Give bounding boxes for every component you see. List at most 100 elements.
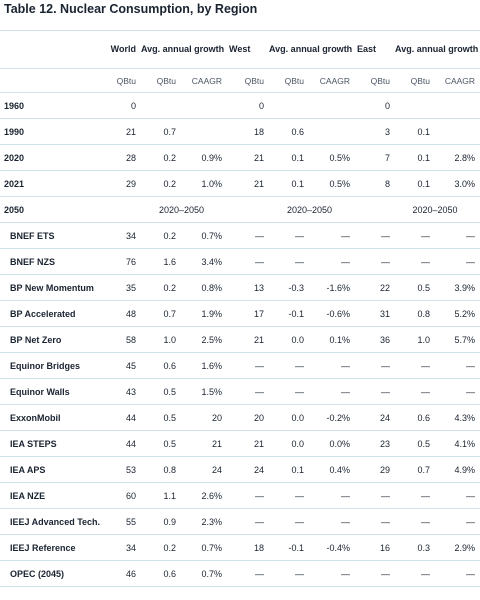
table-row: IEEJ Advanced Tech. 55 0.9 2.3% — — — — — — bbox=[0, 508, 480, 535]
table-cell: 48 bbox=[105, 300, 141, 327]
table-cell: 0.5 bbox=[141, 378, 181, 405]
table-cell: 0.0 bbox=[269, 430, 310, 457]
table-cell: 21 bbox=[227, 144, 270, 171]
table-row: OPEC (2045) 46 0.6 0.7% — — — — — — bbox=[0, 560, 480, 587]
table-cell: 0.1 bbox=[269, 144, 310, 171]
row-label: 1990 bbox=[0, 118, 105, 145]
table-cell: — bbox=[309, 352, 356, 379]
row-label: IEEJ Reference bbox=[0, 534, 105, 561]
table-cell: 20 bbox=[181, 404, 228, 431]
table-cell: 21 bbox=[227, 170, 270, 197]
table-cell bbox=[105, 196, 141, 223]
table-cell: 1.0 bbox=[395, 326, 436, 353]
table-row: 2050 2020–2050 2020–2050 2020–2050 bbox=[0, 196, 480, 223]
table-cell: — bbox=[227, 378, 270, 405]
table-cell: 0.5 bbox=[395, 274, 436, 301]
table-cell: — bbox=[355, 222, 396, 249]
table-row: IEEJ Reference 34 0.2 0.7% 18 -0.1 -0.4% 16 0.3 2… bbox=[0, 534, 480, 561]
table-cell: 53 bbox=[105, 456, 141, 483]
table-cell: 31 bbox=[355, 300, 396, 327]
table-cell: 4.3% bbox=[435, 404, 480, 431]
table-cell: — bbox=[355, 378, 396, 405]
header-world: World bbox=[105, 30, 141, 69]
table-cell bbox=[435, 118, 480, 145]
table-cell: 0.6 bbox=[141, 352, 181, 379]
table-cell: 0.8 bbox=[141, 456, 181, 483]
table-cell: 0.6 bbox=[395, 404, 436, 431]
table-row: 2020 28 0.2 0.9% 21 0.1 0.5% 7 0.1 2.8% bbox=[0, 144, 480, 171]
period-span-cell: 2020–2050 bbox=[141, 196, 228, 223]
table-cell: 0 bbox=[105, 92, 141, 119]
row-label: Equinor Walls bbox=[0, 378, 105, 405]
table-cell: 0.1 bbox=[269, 170, 310, 197]
row-label: BP Net Zero bbox=[0, 326, 105, 353]
table-cell: 24 bbox=[227, 456, 270, 483]
row-label: BP Accelerated bbox=[0, 300, 105, 327]
table-row: BNEF NZS 76 1.6 3.4% — — — — — — bbox=[0, 248, 480, 275]
table-cell: 3 bbox=[355, 118, 396, 145]
table-cell: — bbox=[435, 378, 480, 405]
table-cell: — bbox=[227, 482, 270, 509]
table-cell: — bbox=[355, 508, 396, 535]
table-cell: 55 bbox=[105, 508, 141, 535]
header-west-growth: Avg. annual growth bbox=[269, 30, 356, 69]
table-cell: 0.5 bbox=[141, 404, 181, 431]
table-cell: 44 bbox=[105, 404, 141, 431]
header-east: East bbox=[355, 30, 396, 69]
table-cell bbox=[309, 92, 356, 119]
table-cell: — bbox=[227, 352, 270, 379]
table-cell: 0.7% bbox=[181, 560, 228, 587]
table-cell: 29 bbox=[105, 170, 141, 197]
table-cell: 0.1 bbox=[395, 118, 436, 145]
table-cell: — bbox=[309, 222, 356, 249]
table-cell: 46 bbox=[105, 560, 141, 587]
table-cell: 0.1% bbox=[309, 326, 356, 353]
table-cell: 0.2 bbox=[141, 170, 181, 197]
unit-west-growth-qbtu: QBtu bbox=[269, 68, 310, 93]
table-cell: 21 bbox=[105, 118, 141, 145]
table-cell: 2.8% bbox=[435, 144, 480, 171]
table-cell: — bbox=[355, 482, 396, 509]
table-cell: 0 bbox=[355, 92, 396, 119]
table-cell: 0.7 bbox=[395, 456, 436, 483]
table-cell: 0.2 bbox=[141, 534, 181, 561]
table-cell: — bbox=[269, 482, 310, 509]
table-cell: 35 bbox=[105, 274, 141, 301]
unit-west-caagr: CAAGR bbox=[309, 68, 356, 93]
table-row: 1990 21 0.7 18 0.6 3 0.1 bbox=[0, 118, 480, 145]
table-cell: 29 bbox=[355, 456, 396, 483]
unit-world-qbtu: QBtu bbox=[105, 68, 141, 93]
table-cell: 4.9% bbox=[435, 456, 480, 483]
table-cell: 0 bbox=[227, 92, 270, 119]
table-row: Equinor Bridges 45 0.6 1.6% — — — — — — bbox=[0, 352, 480, 379]
table-cell: 2.5% bbox=[181, 326, 228, 353]
table-cell: — bbox=[269, 352, 310, 379]
table-cell bbox=[141, 92, 181, 119]
table-row: BNEF ETS 34 0.2 0.7% — — — — — — bbox=[0, 222, 480, 249]
table-row: IEA APS 53 0.8 24 24 0.1 0.4% 29 0.7 4.9% bbox=[0, 456, 480, 483]
table-cell: 2.9% bbox=[435, 534, 480, 561]
table-cell: 0.4% bbox=[309, 456, 356, 483]
table-cell: 0.7 bbox=[141, 118, 181, 145]
table-cell: — bbox=[395, 352, 436, 379]
table-cell: 23 bbox=[355, 430, 396, 457]
table-cell: — bbox=[355, 352, 396, 379]
table-row: IEA NZE 60 1.1 2.6% — — — — — — bbox=[0, 482, 480, 509]
table-cell: 0.5% bbox=[309, 144, 356, 171]
table-cell: 34 bbox=[105, 222, 141, 249]
table-cell: — bbox=[269, 378, 310, 405]
table-cell: 43 bbox=[105, 378, 141, 405]
table-cell: 76 bbox=[105, 248, 141, 275]
table-cell: — bbox=[395, 508, 436, 535]
table-cell: 1.9% bbox=[181, 300, 228, 327]
table-cell: 36 bbox=[355, 326, 396, 353]
table-cell: — bbox=[435, 352, 480, 379]
table-cell: 0.6 bbox=[269, 118, 310, 145]
table-cell: 0.1 bbox=[269, 456, 310, 483]
table-cell: 18 bbox=[227, 534, 270, 561]
table-cell: 0.5 bbox=[395, 430, 436, 457]
row-label: ExxonMobil bbox=[0, 404, 105, 431]
table-cell bbox=[181, 92, 228, 119]
header-west: West bbox=[227, 30, 270, 69]
table-cell bbox=[435, 92, 480, 119]
